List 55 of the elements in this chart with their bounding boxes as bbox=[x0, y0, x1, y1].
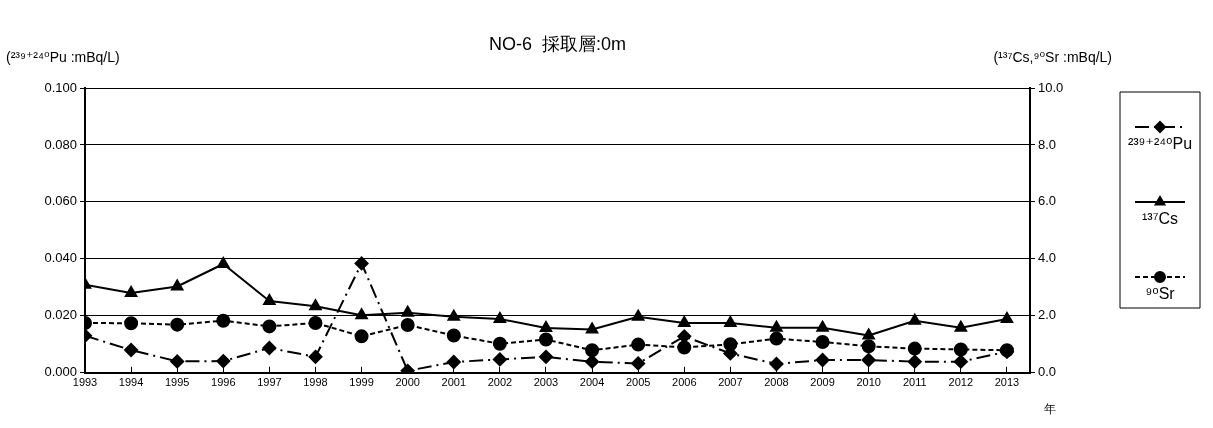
point bbox=[861, 352, 876, 367]
x-tick-label: 2005 bbox=[625, 376, 651, 389]
point bbox=[585, 354, 600, 369]
chart-title: NO-6 採取層:0m bbox=[488, 34, 627, 54]
x-tick-label: 2009 bbox=[810, 376, 835, 389]
point bbox=[170, 354, 185, 369]
x-axis-title: 年 bbox=[1044, 402, 1056, 416]
y2-tick-label: 4.0 bbox=[1038, 250, 1057, 266]
y2-tick-label: 10.0 bbox=[1038, 79, 1064, 95]
x-tick-label: 2000 bbox=[395, 376, 420, 389]
x-tick-label: 1999 bbox=[349, 376, 374, 389]
point bbox=[124, 343, 139, 358]
x-tick-label: 1996 bbox=[211, 376, 236, 389]
point bbox=[907, 354, 922, 369]
x-tick-label: 2012 bbox=[948, 376, 974, 389]
y-tick-label: 0.020 bbox=[44, 307, 77, 323]
y-tick-label: 0.100 bbox=[44, 79, 77, 95]
x-tick-label: 2013 bbox=[994, 376, 1020, 389]
legend-label: ¹³⁷Cs bbox=[1142, 210, 1178, 227]
point bbox=[446, 354, 461, 369]
legend-label: ²³⁹⁺²⁴⁰Pu bbox=[1127, 135, 1193, 152]
x-tick-label: 1997 bbox=[257, 376, 282, 389]
point bbox=[538, 349, 553, 364]
x-tick-label: 1994 bbox=[118, 376, 144, 389]
point bbox=[953, 354, 968, 369]
y2-tick-label: 0.0 bbox=[1038, 364, 1057, 380]
x-tick-label: 2003 bbox=[533, 376, 559, 389]
x-tick-label: 1998 bbox=[303, 376, 328, 389]
y2-axis-title: (¹³⁷Cs,⁹⁰Sr :mBq/L) bbox=[993, 49, 1112, 65]
y2-tick-label: 8.0 bbox=[1038, 136, 1057, 152]
point bbox=[769, 356, 784, 371]
x-tick-label: 2007 bbox=[718, 376, 743, 389]
x-tick-label: 1993 bbox=[72, 376, 98, 389]
x-tick-label: 2008 bbox=[764, 376, 789, 389]
x-tick-label: 2001 bbox=[441, 376, 467, 389]
x-tick-label: 2006 bbox=[672, 376, 697, 389]
x-tick-label: 2004 bbox=[579, 376, 605, 389]
point bbox=[354, 256, 369, 271]
point bbox=[216, 354, 231, 369]
point bbox=[262, 341, 277, 356]
y2-tick-label: 2.0 bbox=[1038, 307, 1057, 323]
x-tick-label: 2002 bbox=[487, 376, 513, 389]
point bbox=[815, 352, 830, 367]
x-tick-label: 2011 bbox=[902, 376, 927, 389]
y-tick-label: 0.040 bbox=[44, 250, 77, 266]
y-tick-label: 0.080 bbox=[44, 136, 77, 152]
x-tick-label: 1995 bbox=[164, 376, 190, 389]
y2-tick-label: 6.0 bbox=[1038, 193, 1057, 209]
point bbox=[492, 352, 507, 367]
point bbox=[308, 349, 323, 364]
y-tick-label: 0.060 bbox=[44, 193, 77, 209]
x-tick-label: 2010 bbox=[856, 376, 881, 389]
point bbox=[631, 356, 646, 371]
legend-label: ⁹⁰Sr bbox=[1145, 285, 1176, 302]
y-axis-title: (²³⁹⁺²⁴⁰Pu :mBq/L) bbox=[6, 49, 120, 65]
